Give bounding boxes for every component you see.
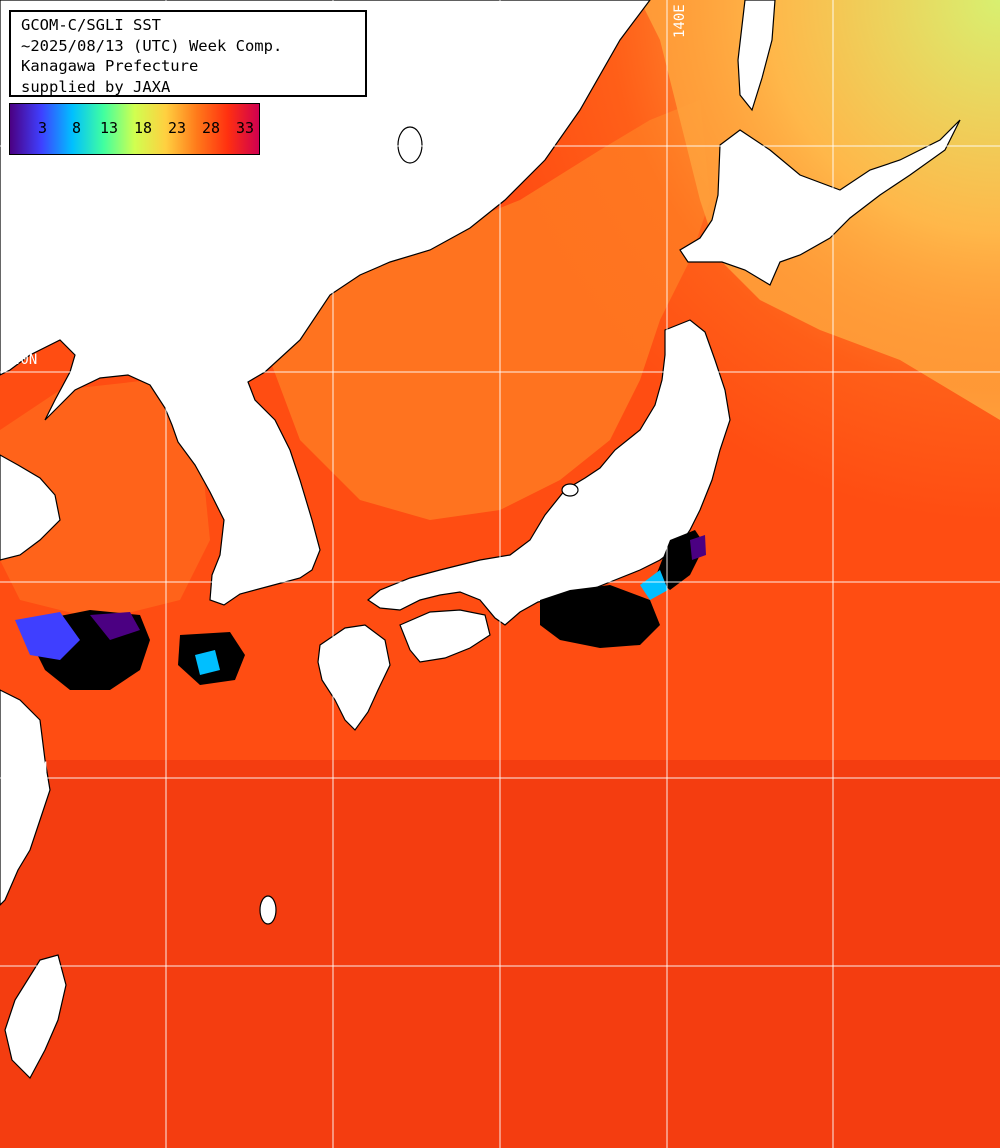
legend-color-bar xyxy=(10,104,259,154)
land-sakhalin xyxy=(737,0,776,112)
title-product: GCOM-C/SGLI SST xyxy=(21,16,161,34)
legend-tick: 23 xyxy=(168,119,187,137)
lon-label-140e: 140E xyxy=(672,4,688,38)
title-region: Kanagawa Prefecture xyxy=(21,57,199,75)
land-china-coast xyxy=(0,454,61,906)
legend-tick: 18 xyxy=(134,119,153,137)
land-honshu xyxy=(366,319,731,626)
legend-tick: 3 xyxy=(38,119,48,137)
title-credit: supplied by JAXA xyxy=(21,77,171,96)
land-okinawa xyxy=(259,895,277,925)
sst-legend: 3 8 13 18 23 28 33 xyxy=(9,103,260,155)
legend-tick: 28 xyxy=(202,119,221,137)
lat-label-30n: 30N xyxy=(22,760,48,776)
land-moneron xyxy=(397,126,423,164)
legend-tick: 8 xyxy=(72,119,82,137)
land-taiwan xyxy=(4,954,67,1079)
land-shikoku xyxy=(399,609,491,663)
lat-label-40n: 40N xyxy=(12,352,38,368)
land-sado xyxy=(561,483,579,497)
land-kyushu xyxy=(317,624,391,731)
land-hokkaido xyxy=(679,119,961,286)
legend-tick: 13 xyxy=(100,119,119,137)
title-date: ~2025/08/13 (UTC) Week Comp. xyxy=(21,36,283,55)
map-title-box: GCOM-C/SGLI SST ~2025/08/13 (UTC) Week C… xyxy=(9,10,367,97)
sea-yellow-sea-mild xyxy=(0,380,210,620)
legend-tick: 33 xyxy=(236,119,255,137)
legend-tick-labels: 3 8 13 18 23 28 33 xyxy=(10,104,259,154)
